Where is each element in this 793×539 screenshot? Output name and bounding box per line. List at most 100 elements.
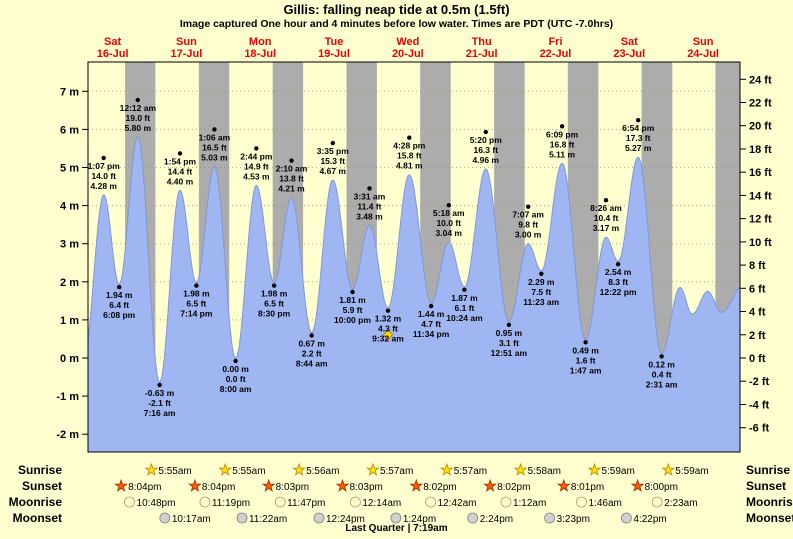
sunrise-time: 5:59am <box>601 466 634 477</box>
almanac-label-sunrise-left: Sunrise <box>18 463 62 477</box>
tide-extreme-label: 11:23 am <box>523 297 559 307</box>
sunset-star-icon <box>188 478 202 492</box>
tide-extreme-label: 5:20 pm <box>470 135 503 145</box>
sunset-star-icon <box>335 478 350 492</box>
moonset-circle-icon <box>236 512 248 524</box>
tide-extreme-label: 19.0 ft <box>126 113 151 123</box>
tide-extreme-dot <box>309 333 314 338</box>
tide-extreme-label: 3:31 am <box>354 191 386 201</box>
sunrise-star-icon <box>587 462 602 476</box>
day-labels: Sat16-JulSun17-JulMon18-JulTue19-JulWed2… <box>97 36 719 60</box>
tide-extreme-label: 7:07 am <box>512 210 544 220</box>
tide-extreme-dot <box>350 289 355 295</box>
tide-extreme-label: 9.8 ft <box>518 220 538 230</box>
tide-curve <box>88 136 740 452</box>
tide-extreme-label: 1:07 pm <box>88 161 121 171</box>
day-name-label: Thu <box>472 36 492 48</box>
right-tick-label: 22 ft <box>749 98 772 110</box>
moonrise-time: 2:23am <box>664 498 697 509</box>
day-name-label: Sat <box>621 36 638 48</box>
moonrise-circle-icon <box>349 496 361 508</box>
almanac-label-moonset-right: Moonset <box>746 511 793 525</box>
moonrise-circle-icon <box>576 496 587 508</box>
sunrise-time: 5:59am <box>675 466 708 477</box>
tide-extreme-label: 8:00 am <box>220 384 252 394</box>
almanac-label-moonrise-right: Moonrise <box>746 495 793 509</box>
tide-extreme-label: 1.87 m <box>451 293 478 303</box>
sunset-time: 8:04pm <box>202 482 235 493</box>
tide-extreme-label: 4.81 m <box>396 161 423 171</box>
tide-extreme-label: 9:32 am <box>372 334 404 344</box>
tide-extreme-label: 12:22 pm <box>600 287 637 297</box>
moonset-circle-icon <box>159 512 171 524</box>
tide-extreme-label: 14.4 ft <box>168 166 193 176</box>
moonrise-time: 10:48pm <box>137 498 176 509</box>
sunset-star-icon <box>409 478 424 492</box>
day-name-label: Tue <box>325 36 344 48</box>
right-tick-label: -6 ft <box>749 423 770 435</box>
tide-extreme-label: 3.04 m <box>436 228 463 238</box>
tide-extreme-label: 8:30 pm <box>258 309 291 319</box>
moonrise-time: 1:12am <box>513 498 546 509</box>
tide-extreme-label: 10.0 ft <box>436 218 461 228</box>
almanac-label-moonrise-left: Moonrise <box>9 495 63 509</box>
tide-extreme-dot <box>583 340 588 345</box>
tide-extreme-label: 5.9 ft <box>343 305 363 315</box>
tide-extreme-dot <box>603 198 609 203</box>
tide-extreme-dot <box>407 135 412 140</box>
right-tick-label: 8 ft <box>749 260 766 272</box>
moonset-time: 11:22am <box>249 514 287 525</box>
tide-extreme-label: 16.8 ft <box>550 139 575 149</box>
right-tick-label: 12 ft <box>749 214 772 226</box>
right-tick-label: 14 ft <box>749 190 772 202</box>
moonset-time: 2:24pm <box>480 514 513 525</box>
tide-extreme-dot <box>289 158 294 163</box>
moonrise-time: 11:19pm <box>212 498 250 509</box>
right-tick-label: 20 ft <box>749 121 772 133</box>
left-tick-label: 4 m <box>60 201 79 213</box>
tide-extreme-label: 4:28 pm <box>393 141 426 151</box>
tide-extreme-label: -0.63 m <box>145 388 175 398</box>
tide-extreme-dot <box>330 140 335 146</box>
moonrise-circle-icon <box>124 496 135 508</box>
tide-extreme-label: 4.7 ft <box>421 319 441 329</box>
tide-extreme-dot <box>615 262 621 267</box>
tide-extreme-label: 13.8 ft <box>279 174 304 184</box>
tide-extreme-label: 6.5 ft <box>186 299 206 309</box>
tide-extreme-label: 1:54 pm <box>164 156 197 166</box>
sunset-star-icon <box>630 478 645 492</box>
tide-extreme-label: 0.4 ft <box>652 369 672 379</box>
tide-extreme-dot <box>117 284 122 290</box>
left-tick-label: 6 m <box>60 124 79 136</box>
tide-extreme-label: 6.4 ft <box>109 300 129 310</box>
left-tick-label: 1 m <box>60 315 79 327</box>
left-tick-label: 2 m <box>60 277 79 289</box>
tide-extreme-label: 5.80 m <box>125 123 152 133</box>
day-date-label: 24-Jul <box>687 48 719 60</box>
tide-extreme-label: 1.6 ft <box>576 355 596 365</box>
right-tick-label: 18 ft <box>749 144 772 156</box>
tide-extreme-label: 4.3 ft <box>378 324 398 334</box>
tide-extreme-label: 1:47 am <box>570 365 602 375</box>
almanac-label-moonset-left: Moonset <box>13 511 62 525</box>
sunrise-star-icon <box>292 462 306 476</box>
sunrise-star-icon <box>661 462 676 476</box>
axis-right: 24 ft 22 ft 20 ft 18 ft 16 ft 14 ft 12 ft 10 ft… <box>740 74 772 435</box>
tide-extreme-label: 7:16 am <box>144 408 176 418</box>
tide-extreme-label: 2:44 pm <box>240 151 273 161</box>
sunset-time: 8:02pm <box>423 482 456 493</box>
left-tick-label: 7 m <box>60 86 79 98</box>
tide-extreme-dot <box>233 358 238 364</box>
sunset-star-icon <box>261 478 276 492</box>
day-date-label: 19-Jul <box>318 48 350 60</box>
tide-extreme-dot <box>367 186 372 191</box>
moonrise-circle-icon <box>199 496 211 508</box>
tide-extreme-dot <box>254 146 259 151</box>
moonset-time: 4:22pm <box>633 514 666 525</box>
tide-extreme-label: 5:18 am <box>433 208 465 218</box>
tide-extreme-dot <box>539 271 544 276</box>
tide-extreme-dot <box>659 354 664 359</box>
tide-extreme-label: 7:14 pm <box>180 309 213 319</box>
